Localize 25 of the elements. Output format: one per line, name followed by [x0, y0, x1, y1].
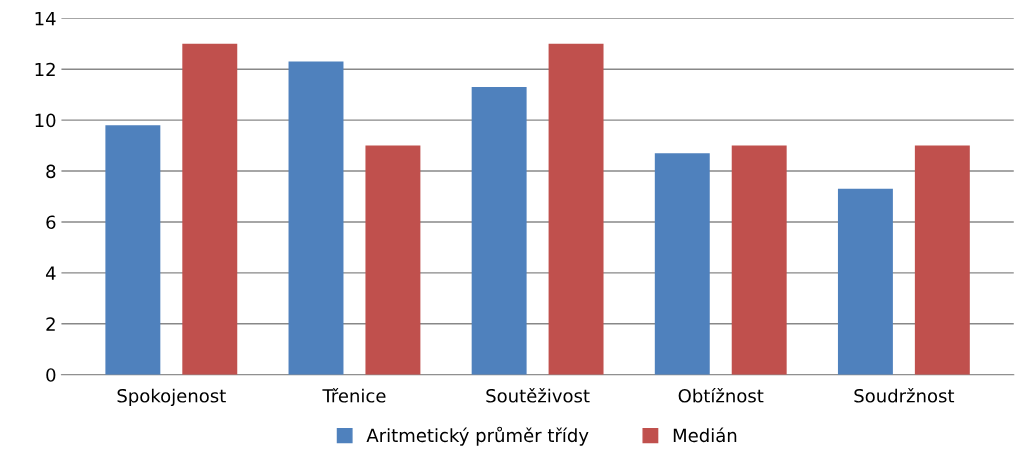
bar	[288, 61, 344, 375]
bar	[837, 188, 893, 375]
bar	[731, 145, 787, 375]
y-tick-label: 2	[46, 317, 55, 331]
bar	[182, 43, 238, 375]
bar	[548, 43, 604, 375]
x-tick-label: Obtížnost	[678, 387, 764, 403]
y-tick-label: 6	[46, 215, 56, 230]
bar	[365, 145, 421, 375]
bar	[654, 153, 710, 375]
y-tick-label: 14	[35, 11, 56, 26]
x-tick-label: Soudržnost	[854, 387, 955, 403]
bar	[471, 87, 527, 375]
bar	[914, 145, 970, 375]
x-tick-label: Třenice	[322, 387, 386, 403]
y-tick-label: 12	[35, 62, 55, 77]
y-tick-label: 8	[46, 164, 56, 179]
x-tick-label: Soutěživost	[486, 387, 590, 403]
legend-label: Medián	[673, 427, 737, 443]
y-tick-label: 10	[35, 113, 56, 128]
bar	[105, 125, 161, 375]
y-tick-label: 0	[46, 368, 56, 382]
legend-label: Aritmetický průměr třídy	[366, 426, 589, 446]
y-tick-label: 4	[45, 266, 56, 280]
x-tick-label: Spokojenost	[117, 388, 226, 407]
